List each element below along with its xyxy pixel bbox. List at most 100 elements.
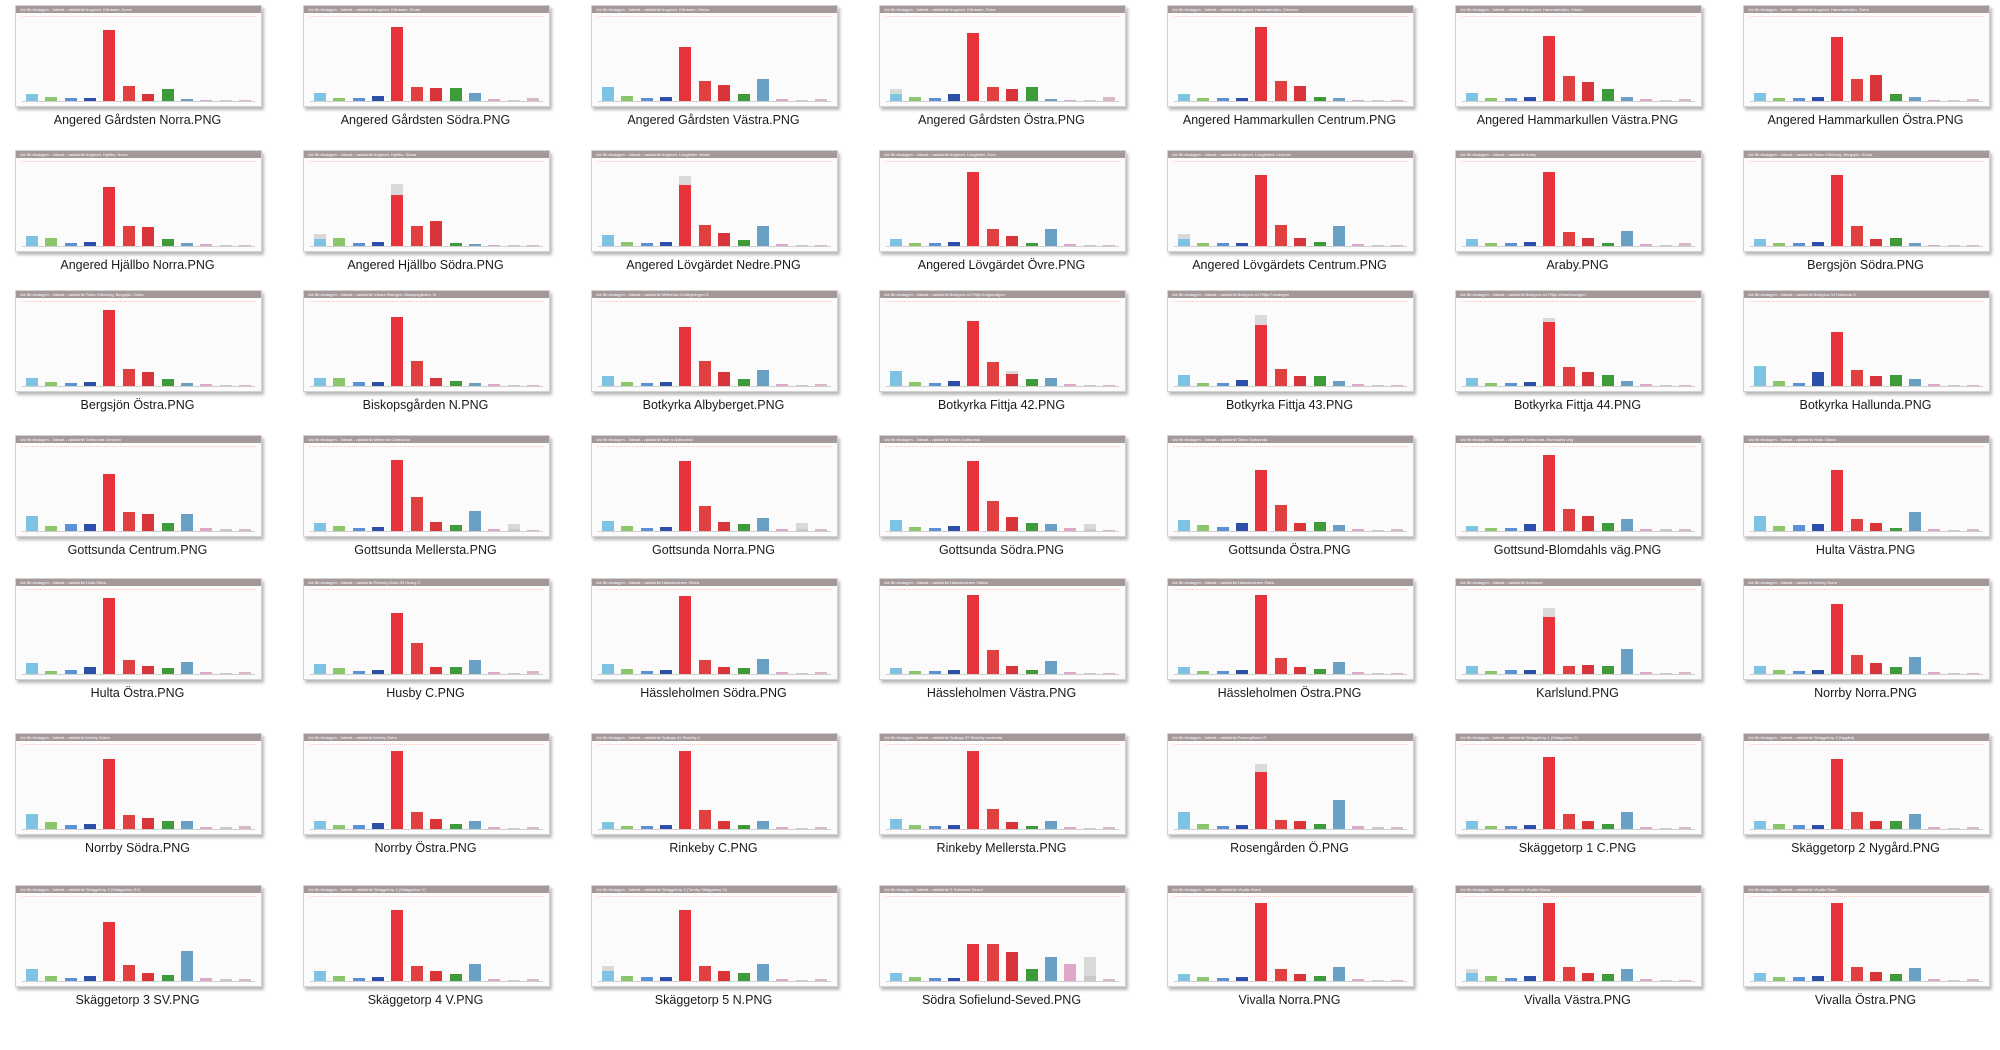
file-icon[interactable]: Val till riksdagen - Valnatt - valdistri…: [15, 290, 262, 418]
file-icon[interactable]: Val till riksdagen - Valnatt - valdistri…: [879, 885, 1126, 1013]
file-name-label[interactable]: Angered Gårdsten Östra.PNG: [918, 113, 1085, 127]
file-icon[interactable]: Val till riksdagen - Valnatt - valdistri…: [15, 885, 262, 1013]
file-name-label[interactable]: Botkyrka Fittja 42.PNG: [937, 398, 1066, 412]
file-icon[interactable]: Val till riksdagen - Valnatt - valdistri…: [1743, 435, 1990, 563]
file-name-label[interactable]: Vivalla Västra.PNG: [1524, 993, 1631, 1007]
file-icon[interactable]: Val till riksdagen - Valnatt - valdistri…: [1455, 5, 1702, 133]
file-name-label[interactable]: Angered Gårdsten Södra.PNG: [340, 113, 511, 127]
file-icon[interactable]: Val till riksdagen - Valnatt - valdistri…: [879, 5, 1126, 133]
file-name-label[interactable]: Rinkeby C.PNG: [669, 841, 758, 855]
file-icon[interactable]: Val till riksdagen - Valnatt - valdistri…: [1167, 150, 1414, 278]
file-icon[interactable]: Val till riksdagen - Valnatt - valdistri…: [303, 435, 550, 563]
file-name-label[interactable]: Gottsund-Blomdahls väg.PNG: [1493, 543, 1662, 557]
file-icon[interactable]: Val till riksdagen - Valnatt - valdistri…: [1167, 435, 1414, 563]
file-icon[interactable]: Val till riksdagen - Valnatt - valdistri…: [1455, 885, 1702, 1013]
file-icon[interactable]: Val till riksdagen - Valnatt - valdistri…: [15, 578, 262, 706]
thumbnail-title: Val till riksdagen - Valnatt - valdistri…: [884, 580, 988, 585]
file-icon[interactable]: Val till riksdagen - Valnatt - valdistri…: [1743, 150, 1990, 278]
file-name-label[interactable]: Angered Gårdsten Västra.PNG: [627, 113, 800, 127]
file-icon[interactable]: Val till riksdagen - Valnatt - valdistri…: [1455, 435, 1702, 563]
file-name-label[interactable]: Hässleholmen Västra.PNG: [926, 686, 1077, 700]
file-name-label[interactable]: Angered Lövgärdets Centrum.PNG: [1192, 258, 1387, 272]
file-name-label[interactable]: Botkyrka Fittja 44.PNG: [1513, 398, 1642, 412]
file-icon[interactable]: Val till riksdagen - Valnatt - valdistri…: [303, 733, 550, 861]
file-icon[interactable]: Val till riksdagen - Valnatt - valdistri…: [1743, 578, 1990, 706]
file-name-label[interactable]: Hässleholmen Södra.PNG: [640, 686, 787, 700]
file-icon[interactable]: Val till riksdagen - Valnatt - valdistri…: [591, 578, 838, 706]
file-name-label[interactable]: Araby.PNG: [1546, 258, 1609, 272]
file-name-label[interactable]: Gottsunda Mellersta.PNG: [354, 543, 497, 557]
file-name-label[interactable]: Vivalla Östra.PNG: [1814, 993, 1917, 1007]
file-name-label[interactable]: Botkyrka Albyberget.PNG: [642, 398, 785, 412]
file-icon[interactable]: Val till riksdagen - Valnatt - valdistri…: [15, 150, 262, 278]
file-name-label[interactable]: Hulta Östra.PNG: [90, 686, 185, 700]
file-name-label[interactable]: Hässleholmen Östra.PNG: [1217, 686, 1362, 700]
file-icon[interactable]: Val till riksdagen - Valnatt - valdistri…: [879, 150, 1126, 278]
file-icon[interactable]: Val till riksdagen - Valnatt - valdistri…: [303, 578, 550, 706]
file-name-label[interactable]: Skäggetorp 1 C.PNG: [1518, 841, 1637, 855]
file-name-label[interactable]: Norrby Östra.PNG: [374, 841, 477, 855]
file-name-label[interactable]: Angered Hammarkullen Östra.PNG: [1767, 113, 1964, 127]
file-icon[interactable]: Val till riksdagen - Valnatt - valdistri…: [303, 290, 550, 418]
file-icon[interactable]: Val till riksdagen - Valnatt - valdistri…: [1167, 733, 1414, 861]
file-icon[interactable]: Val till riksdagen - Valnatt - valdistri…: [879, 578, 1126, 706]
file-icon[interactable]: Val till riksdagen - Valnatt - valdistri…: [1743, 885, 1990, 1013]
file-icon[interactable]: Val till riksdagen - Valnatt - valdistri…: [1455, 290, 1702, 418]
file-name-label[interactable]: Husby C.PNG: [386, 686, 465, 700]
file-icon[interactable]: Val till riksdagen - Valnatt - valdistri…: [303, 5, 550, 133]
file-name-label[interactable]: Vivalla Norra.PNG: [1238, 993, 1341, 1007]
file-icon[interactable]: Val till riksdagen - Valnatt - valdistri…: [1167, 885, 1414, 1013]
file-icon[interactable]: Val till riksdagen - Valnatt - valdistri…: [1743, 733, 1990, 861]
file-icon[interactable]: Val till riksdagen - Valnatt - valdistri…: [303, 150, 550, 278]
file-icon[interactable]: Val till riksdagen - Valnatt - valdistri…: [879, 435, 1126, 563]
file-icon[interactable]: Val till riksdagen - Valnatt - valdistri…: [591, 290, 838, 418]
file-name-label[interactable]: Gottsunda Centrum.PNG: [67, 543, 208, 557]
file-icon[interactable]: Val till riksdagen - Valnatt - valdistri…: [1167, 5, 1414, 133]
file-name-label[interactable]: Karlslund.PNG: [1536, 686, 1619, 700]
file-name-label[interactable]: Angered Hjällbo Södra.PNG: [347, 258, 504, 272]
file-name-label[interactable]: Gottsunda Östra.PNG: [1228, 543, 1351, 557]
file-icon[interactable]: Val till riksdagen - Valnatt - valdistri…: [591, 435, 838, 563]
file-name-label[interactable]: Angered Gårdsten Norra.PNG: [53, 113, 222, 127]
file-icon[interactable]: Val till riksdagen - Valnatt - valdistri…: [1455, 150, 1702, 278]
file-icon[interactable]: Val till riksdagen - Valnatt - valdistri…: [1167, 578, 1414, 706]
file-name-label[interactable]: Bergsjön Södra.PNG: [1807, 258, 1924, 272]
file-icon[interactable]: Val till riksdagen - Valnatt - valdistri…: [1167, 290, 1414, 418]
file-name-label[interactable]: Skäggetorp 3 SV.PNG: [75, 993, 200, 1007]
file-icon[interactable]: Val till riksdagen - Valnatt - valdistri…: [15, 5, 262, 133]
file-name-label[interactable]: Rosengården Ö.PNG: [1230, 841, 1349, 855]
file-icon[interactable]: Val till riksdagen - Valnatt - valdistri…: [1743, 5, 1990, 133]
file-name-label[interactable]: Angered Hjällbo Norra.PNG: [60, 258, 215, 272]
file-icon[interactable]: Val till riksdagen - Valnatt - valdistri…: [591, 5, 838, 133]
file-name-label[interactable]: Rinkeby Mellersta.PNG: [936, 841, 1067, 855]
file-icon[interactable]: Val till riksdagen - Valnatt - valdistri…: [1743, 290, 1990, 418]
file-name-label[interactable]: Skäggetorp 2 Nygård.PNG: [1791, 841, 1940, 855]
file-icon[interactable]: Val till riksdagen - Valnatt - valdistri…: [303, 885, 550, 1013]
file-name-label[interactable]: Norrby Södra.PNG: [85, 841, 190, 855]
file-icon[interactable]: Val till riksdagen - Valnatt - valdistri…: [1455, 733, 1702, 861]
file-name-label[interactable]: Angered Hammarkullen Västra.PNG: [1476, 113, 1679, 127]
file-name-label[interactable]: Gottsunda Norra.PNG: [652, 543, 775, 557]
file-name-label[interactable]: Angered Hammarkullen Centrum.PNG: [1182, 113, 1397, 127]
file-name-label[interactable]: Botkyrka Hallunda.PNG: [1799, 398, 1932, 412]
file-name-label[interactable]: Bergsjön Östra.PNG: [80, 398, 195, 412]
file-icon[interactable]: Val till riksdagen - Valnatt - valdistri…: [1455, 578, 1702, 706]
file-name-label[interactable]: Skäggetorp 4 V.PNG: [367, 993, 484, 1007]
file-icon[interactable]: Val till riksdagen - Valnatt - valdistri…: [15, 435, 262, 563]
file-icon[interactable]: Val till riksdagen - Valnatt - valdistri…: [591, 885, 838, 1013]
file-name-label[interactable]: Gottsunda Södra.PNG: [938, 543, 1065, 557]
file-icon[interactable]: Val till riksdagen - Valnatt - valdistri…: [591, 150, 838, 278]
file-name-label[interactable]: Angered Lövgärdet Nedre.PNG: [626, 258, 801, 272]
file-icon[interactable]: Val till riksdagen - Valnatt - valdistri…: [879, 733, 1126, 861]
file-name-label[interactable]: Hulta Västra.PNG: [1815, 543, 1916, 557]
file-name-label[interactable]: Södra Sofielund-Seved.PNG: [921, 993, 1082, 1007]
file-name-label[interactable]: Biskopsgården N.PNG: [362, 398, 489, 412]
chart-bar: [1659, 828, 1672, 829]
file-name-label[interactable]: Norrby Norra.PNG: [1814, 686, 1917, 700]
file-name-label[interactable]: Angered Lövgärdet Övre.PNG: [917, 258, 1086, 272]
file-name-label[interactable]: Skäggetorp 5 N.PNG: [654, 993, 773, 1007]
file-icon[interactable]: Val till riksdagen - Valnatt - valdistri…: [15, 733, 262, 861]
file-name-label[interactable]: Botkyrka Fittja 43.PNG: [1225, 398, 1354, 412]
file-icon[interactable]: Val till riksdagen - Valnatt - valdistri…: [591, 733, 838, 861]
file-icon[interactable]: Val till riksdagen - Valnatt - valdistri…: [879, 290, 1126, 418]
